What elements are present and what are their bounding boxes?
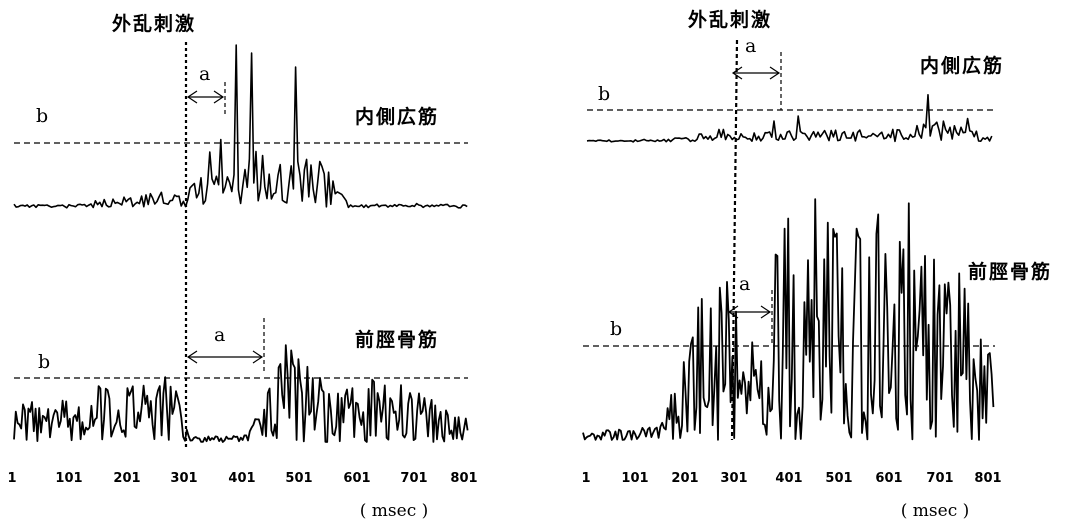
left-tick-1: 1 <box>7 471 16 486</box>
left-vm-threshold-label: b <box>36 105 48 127</box>
left-stimulus-label: 外乱刺激 <box>112 12 196 35</box>
right-panel: 外乱刺激 b 内側広筋 a b 前脛骨筋 a 1 101 201 301 401… <box>581 8 1052 520</box>
left-tick-801: 801 <box>450 471 477 486</box>
right-ta-muscle-label: 前脛骨筋 <box>968 260 1052 283</box>
right-stimulus-label: 外乱刺激 <box>688 8 772 31</box>
left-tick-401: 401 <box>228 471 255 486</box>
right-tick-101: 101 <box>621 471 648 486</box>
left-x-unit: ( msec ) <box>360 501 429 520</box>
left-ta-muscle-label: 前脛骨筋 <box>355 328 439 351</box>
right-x-unit: ( msec ) <box>901 501 970 520</box>
right-tick-1: 1 <box>581 471 590 486</box>
left-vm-emg-trace <box>13 44 468 209</box>
right-ta-emg-trace <box>582 198 995 441</box>
left-tick-301: 301 <box>170 471 197 486</box>
right-vm-threshold-label: b <box>598 83 610 105</box>
left-ta-latency-label: a <box>214 324 225 346</box>
right-tick-501: 501 <box>825 471 852 486</box>
right-stimulus-marker <box>730 39 739 441</box>
left-panel: 外乱刺激 b 内側広筋 a b 前脛骨筋 a 1 101 201 301 401… <box>7 12 477 520</box>
left-vm-latency-label: a <box>199 63 210 85</box>
left-tick-701: 701 <box>400 471 427 486</box>
left-tick-101: 101 <box>55 471 82 486</box>
right-vm-muscle-label: 内側広筋 <box>920 54 1004 77</box>
right-tick-701: 701 <box>926 471 953 486</box>
right-vm-latency-label: a <box>745 35 756 57</box>
right-ta-threshold-label: b <box>610 318 622 340</box>
right-tick-801: 801 <box>974 471 1001 486</box>
right-tick-401: 401 <box>775 471 802 486</box>
left-ta-threshold-label: b <box>38 351 50 373</box>
right-ta-latency-label: a <box>739 273 750 295</box>
left-tick-601: 601 <box>343 471 370 486</box>
right-tick-301: 301 <box>720 471 747 486</box>
left-ta-emg-trace <box>13 344 469 443</box>
right-tick-201: 201 <box>671 471 698 486</box>
right-tick-601: 601 <box>875 471 902 486</box>
left-vm-muscle-label: 内側広筋 <box>355 105 439 128</box>
left-tick-201: 201 <box>113 471 140 486</box>
left-tick-501: 501 <box>285 471 312 486</box>
right-vm-emg-trace <box>586 94 993 143</box>
